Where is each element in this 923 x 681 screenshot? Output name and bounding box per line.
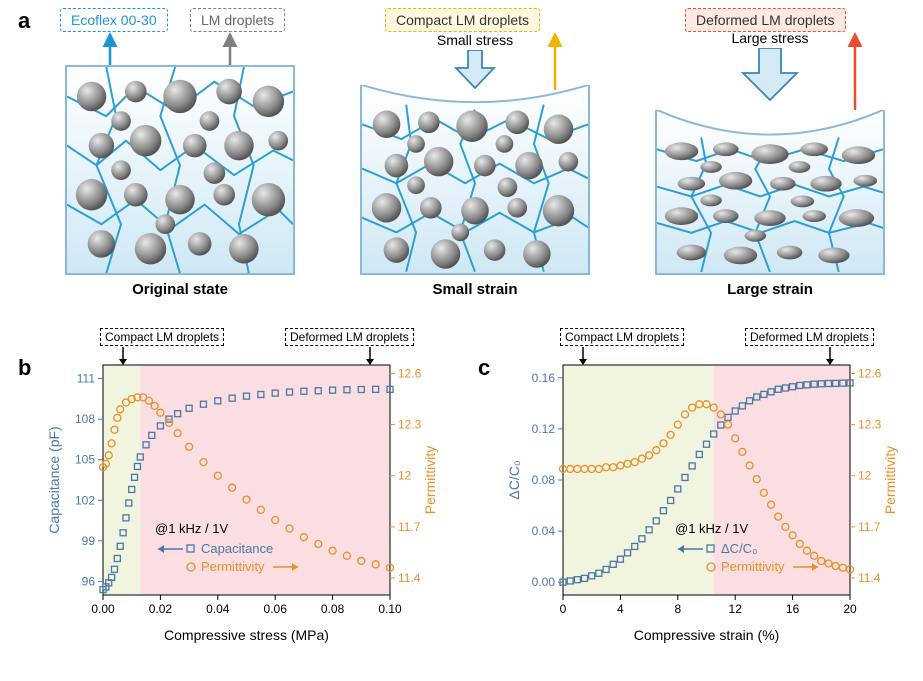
label-small-strain: Small strain [360, 281, 590, 298]
svg-text:0.10: 0.10 [378, 602, 402, 616]
svg-text:96: 96 [82, 574, 96, 588]
state-original: Original state [65, 65, 295, 298]
svg-text:12: 12 [858, 469, 872, 483]
svg-text:0.08: 0.08 [532, 473, 556, 487]
svg-text:11.4: 11.4 [858, 571, 881, 585]
small-stress-arrow: Small stress [420, 32, 530, 95]
panel-b-label: b [18, 355, 31, 381]
svg-text:Capacitance (pF): Capacitance (pF) [46, 426, 62, 533]
svg-text:0.04: 0.04 [532, 524, 556, 538]
b-tag-compact: Compact LM droplets [100, 328, 224, 346]
svg-text:105: 105 [75, 453, 95, 467]
svg-text:Permittivity: Permittivity [882, 446, 898, 514]
svg-text:0.00: 0.00 [532, 575, 556, 589]
svg-text:16: 16 [786, 602, 800, 616]
svg-text:0.08: 0.08 [321, 602, 345, 616]
svg-text:111: 111 [77, 372, 96, 386]
svg-text:4: 4 [617, 602, 624, 616]
svg-text:0.00: 0.00 [91, 602, 115, 616]
large-stress-label: Large stress [705, 30, 835, 46]
svg-text:0.12: 0.12 [532, 422, 556, 436]
svg-text:Permittivity: Permittivity [422, 446, 438, 514]
svg-text:ΔC/C₀: ΔC/C₀ [721, 541, 757, 556]
svg-text:0.02: 0.02 [149, 602, 173, 616]
svg-text:@1 kHz / 1V: @1 kHz / 1V [675, 521, 748, 536]
svg-text:ΔC/C₀: ΔC/C₀ [506, 460, 522, 499]
state-small: Small strain [360, 85, 590, 298]
svg-text:12: 12 [398, 469, 412, 483]
svg-text:0.06: 0.06 [264, 602, 288, 616]
panel-c-label: c [478, 355, 490, 381]
tag-lm: LM droplets [190, 8, 285, 32]
svg-text:102: 102 [75, 493, 95, 507]
svg-text:12.6: 12.6 [858, 367, 882, 381]
svg-text:Compressive stress (MPa): Compressive stress (MPa) [164, 627, 329, 643]
svg-text:11.4: 11.4 [398, 571, 421, 585]
svg-text:99: 99 [82, 534, 96, 548]
large-stress-arrow: Large stress [705, 30, 835, 108]
svg-text:20: 20 [843, 602, 857, 616]
tag-compact: Compact LM droplets [385, 8, 540, 32]
tag-ecoflex: Ecoflex 00-30 [60, 8, 168, 32]
svg-text:108: 108 [75, 412, 95, 426]
svg-text:0.04: 0.04 [206, 602, 230, 616]
svg-text:0: 0 [560, 602, 567, 616]
chart-b: Compact LM droplets Deformed LM droplets… [45, 340, 445, 650]
panel-a-label: a [18, 8, 30, 34]
svg-text:12: 12 [729, 602, 743, 616]
b-tag-deformed: Deformed LM droplets [285, 328, 414, 346]
chart-c: Compact LM droplets Deformed LM droplets… [505, 340, 905, 650]
svg-text:Compressive strain (%): Compressive strain (%) [634, 627, 779, 643]
svg-text:12.6: 12.6 [398, 367, 422, 381]
c-tag-deformed: Deformed LM droplets [745, 328, 874, 346]
tag-deformed: Deformed LM droplets [685, 8, 846, 32]
svg-text:11.7: 11.7 [858, 520, 881, 534]
matrix-small [360, 85, 590, 275]
svg-text:Permittivity: Permittivity [721, 559, 785, 574]
svg-text:12.3: 12.3 [858, 418, 882, 432]
label-large-strain: Large strain [655, 281, 885, 298]
svg-text:Capacitance: Capacitance [201, 541, 273, 556]
label-original: Original state [65, 281, 295, 298]
small-stress-label: Small stress [420, 32, 530, 48]
svg-text:@1 kHz / 1V: @1 kHz / 1V [155, 521, 228, 536]
c-tag-compact: Compact LM droplets [560, 328, 684, 346]
svg-text:Permittivity: Permittivity [201, 559, 265, 574]
svg-text:12.3: 12.3 [398, 418, 422, 432]
svg-text:0.16: 0.16 [532, 371, 556, 385]
matrix-large [655, 110, 885, 275]
state-large: Large strain [655, 110, 885, 298]
svg-text:8: 8 [674, 602, 681, 616]
panel-a: Ecoflex 00-30 LM droplets Compact LM dro… [65, 10, 895, 310]
svg-text:11.7: 11.7 [398, 520, 421, 534]
matrix-original [65, 65, 295, 275]
